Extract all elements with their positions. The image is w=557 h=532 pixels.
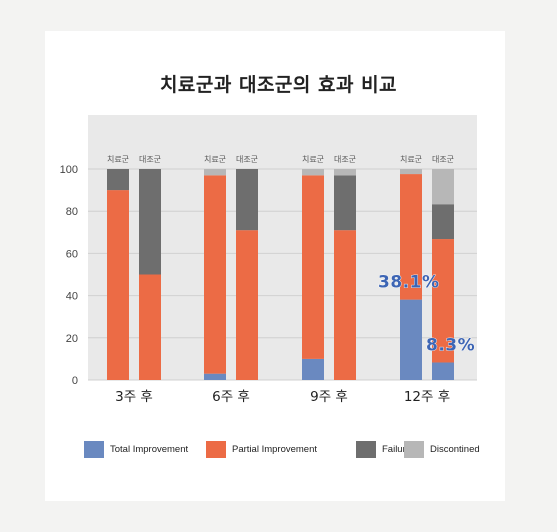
- legend-label: Partial Improvement: [232, 443, 318, 455]
- y-tick-label: 20: [66, 333, 78, 345]
- annotation-label: 8.3%: [426, 335, 475, 355]
- group-label: 치료군: [400, 155, 422, 164]
- legend-label: Discontined: [430, 443, 480, 455]
- legend-label: Total Improvement: [110, 443, 189, 455]
- bar-segment: [432, 204, 454, 240]
- bar-segment: [236, 169, 258, 231]
- bar-segment: [139, 169, 161, 275]
- group-label: 치료군: [107, 155, 129, 164]
- chart-legend: Total Improvement Partial Improvement Fail…: [84, 440, 504, 460]
- y-tick-label: 40: [66, 291, 78, 303]
- group-label: 치료군: [204, 155, 226, 164]
- group-label: 대조군: [236, 155, 258, 164]
- bar-segment: [334, 175, 356, 231]
- bar-segment: [400, 169, 422, 175]
- y-tick-label: 80: [66, 206, 78, 218]
- bar-segment: [432, 169, 454, 205]
- bar-segment: [107, 190, 129, 380]
- bar-segment: [204, 169, 226, 176]
- legend-swatch: [84, 440, 104, 458]
- group-label: 대조군: [334, 155, 356, 164]
- bar-segment: [204, 373, 226, 380]
- y-tick-label: 100: [60, 164, 78, 176]
- y-tick-label: 0: [72, 375, 78, 387]
- y-tick-label: 60: [66, 248, 78, 260]
- x-category-label: 9주 후: [310, 389, 348, 405]
- x-category-label: 12주 후: [404, 389, 450, 405]
- legend-swatch: [356, 440, 376, 458]
- bar-segment: [302, 169, 324, 176]
- bar-segment: [432, 239, 454, 363]
- bar-segment: [400, 174, 422, 300]
- x-category-label: 6주 후: [212, 389, 250, 405]
- chart-title: 치료군과 대조군의 효과 비교: [159, 74, 398, 96]
- group-label: 대조군: [139, 155, 161, 164]
- bar-segment: [302, 358, 324, 380]
- group-label: 대조군: [432, 155, 454, 164]
- legend-swatch: [206, 440, 226, 458]
- legend-item: Total Improvement: [84, 440, 188, 458]
- legend-item: Partial Improvement: [206, 440, 317, 458]
- legend-swatch: [404, 440, 424, 458]
- bar-segment: [334, 169, 356, 176]
- x-category-label: 3주 후: [115, 389, 153, 405]
- legend-item: Discontined: [404, 440, 480, 458]
- bar-segment: [107, 169, 129, 191]
- bar-segment: [400, 299, 422, 380]
- annotation-label: 38.1%: [378, 273, 439, 293]
- legend-item: Failure: [356, 440, 411, 458]
- bar-segment: [236, 230, 258, 380]
- legend-label: Failure: [382, 443, 412, 455]
- bar-segment: [139, 274, 161, 380]
- group-label: 치료군: [302, 155, 324, 164]
- bar-segment: [204, 175, 226, 374]
- bar-segment: [432, 362, 454, 380]
- bar-segment: [334, 230, 356, 380]
- bar-segment: [302, 175, 324, 359]
